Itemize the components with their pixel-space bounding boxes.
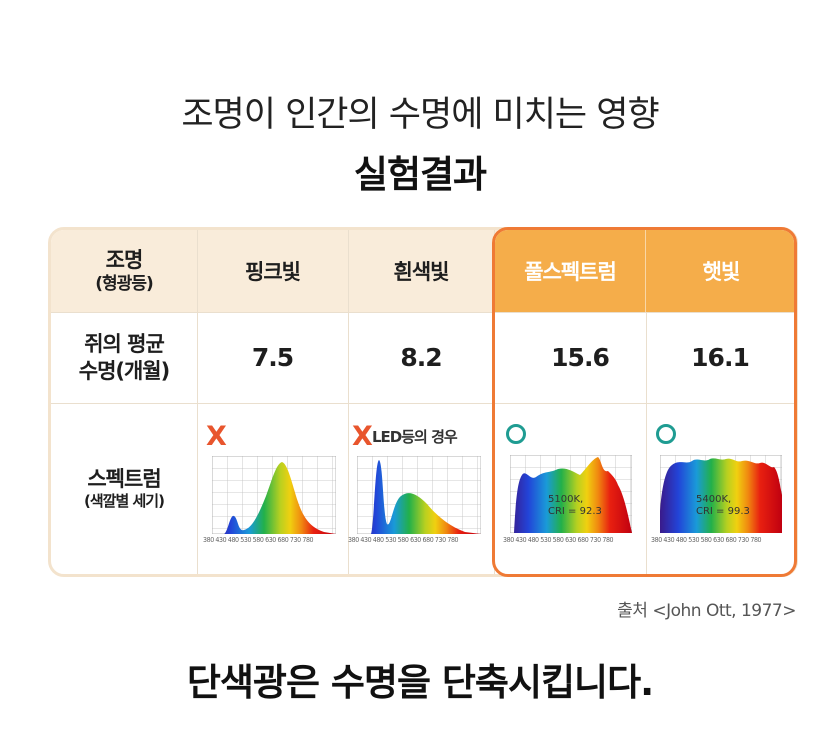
axis-ticks-full-spectrum: 380 430 480 530 580 630 680 730 780 [503, 536, 614, 544]
title-line-2: 실험결과 [353, 153, 487, 196]
row-header-spectrum-title: 스펙트럼 [87, 467, 161, 491]
row-header-spectrum-sub: (색깔별 세기) [84, 492, 165, 511]
row-header-lifespan-line1: 쥐의 평균 [84, 332, 165, 357]
lifespan-full-spectrum: 15.6 [551, 343, 610, 372]
spectrum-chart-pink [212, 456, 336, 534]
x-mark-pink: X [206, 421, 227, 452]
lifespan-white: 8.2 [400, 343, 442, 372]
lifespan-sunlight: 16.1 [691, 343, 750, 372]
row-header-lifespan-line2: 수명(개월) [78, 358, 170, 383]
kelvin-sunlight: 5400K, [696, 494, 732, 505]
axis-ticks-pink: 380 430 480 530 580 630 680 730 780 [203, 536, 314, 544]
title-line-1: 조명이 인간의 수명에 미치는 영향 [181, 95, 659, 135]
spectrum-chart-sunlight [660, 455, 782, 533]
conclusion-text: 단색광은 수명을 단축시킵니다. [186, 661, 654, 704]
led-note: LED등의 경우 [372, 428, 458, 446]
cri-sunlight: CRI = 99.3 [696, 506, 750, 517]
axis-ticks-sunlight: 380 430 480 530 580 630 680 730 780 [651, 536, 762, 544]
row-header-spectrum: 스펙트럼 (색깔별 세기) [51, 403, 197, 574]
column-header-white: 흰색빛 [393, 260, 450, 284]
o-mark-sunlight [656, 424, 676, 444]
row-header-lighting: 조명 (형광등) [51, 230, 197, 312]
o-mark-full-spectrum [506, 424, 526, 444]
x-mark-white: X [352, 421, 373, 452]
row-header-lifespan: 쥐의 평균 수명(개월) [51, 312, 197, 403]
axis-ticks-white: 380 430 480 530 580 630 680 730 780 [348, 536, 459, 544]
spectrum-note-sunlight: 5400K, CRI = 99.3 [696, 494, 750, 518]
lifespan-pink: 7.5 [251, 343, 294, 372]
cri-full-spectrum: CRI = 92.3 [548, 506, 602, 517]
column-header-pink: 핑크빛 [245, 260, 301, 284]
kelvin-full-spectrum: 5100K, [548, 494, 584, 505]
spectrum-chart-white [357, 456, 481, 534]
spectrum-note-full-spectrum: 5100K, CRI = 92.3 [548, 494, 602, 518]
source-citation: 출처 <John Ott, 1977> [617, 601, 796, 621]
spectrum-chart-full-spectrum [510, 455, 632, 533]
row-header-lighting-sub: (형광등) [95, 273, 153, 294]
row-header-lighting-title: 조명 [105, 248, 144, 273]
